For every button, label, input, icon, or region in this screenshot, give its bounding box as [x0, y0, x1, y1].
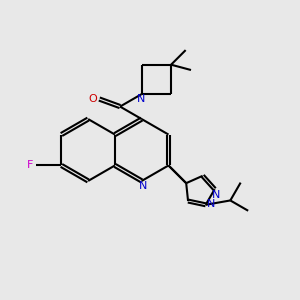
- Text: N: N: [207, 199, 215, 209]
- Text: O: O: [88, 94, 97, 104]
- Text: N: N: [139, 181, 147, 191]
- Text: F: F: [27, 160, 33, 170]
- Text: N: N: [212, 190, 220, 200]
- Text: N: N: [137, 94, 145, 104]
